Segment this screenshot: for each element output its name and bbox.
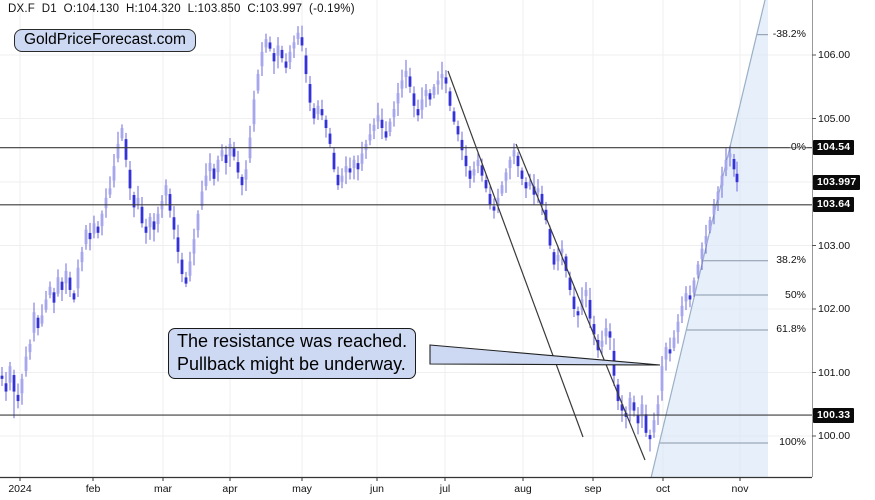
fib-level-label: -38.2% [772, 28, 806, 41]
declining-channel-upper [447, 70, 584, 438]
month-label: may [292, 483, 312, 495]
price-tick-label: 102.00 [818, 303, 851, 315]
month-label: nov [731, 483, 749, 495]
price-tick-label: 103.00 [818, 239, 851, 252]
month-label: aug [514, 483, 532, 495]
fib-retracement [650, 0, 768, 479]
month-label: apr [222, 483, 238, 495]
fib-level-label: 100% [779, 436, 806, 449]
price-badge: 100.33 [813, 407, 855, 423]
price-badge: 103.997 [813, 174, 861, 190]
price-tick-label: 105.00 [818, 112, 851, 125]
price-badge: 104.54 [813, 140, 855, 156]
month-label: 2024 [8, 483, 32, 495]
month-label: sep [584, 483, 602, 495]
price-badge: 103.64 [813, 197, 855, 213]
annotation-line-1: The resistance was reached. [177, 331, 408, 351]
symbol-ohlc-header: DX.F D1 O:104.130 H:104.320 L:103.850 C:… [8, 3, 355, 15]
candles [0, 25, 739, 452]
annotation-callout: The resistance was reached. Pullback mig… [168, 328, 417, 379]
logo-badge: GoldPriceForecast.com [14, 29, 196, 52]
month-label: mar [153, 483, 173, 495]
month-label: jul [439, 483, 451, 495]
trend-channel [447, 70, 646, 461]
fib-level-label: 0% [790, 141, 806, 154]
annotation-line-2: Pullback might be underway. [177, 354, 406, 374]
fib-level-label: 61.8% [776, 323, 806, 336]
declining-channel-lower [515, 143, 646, 461]
fib-level-label: 50% [784, 288, 806, 301]
month-label: oct [655, 483, 670, 495]
price-tick-label: 106.00 [818, 49, 851, 61]
axes-frame [0, 0, 816, 481]
fib-level-label: 38.2% [776, 254, 806, 267]
callout-pointer [429, 344, 661, 366]
month-label: feb [85, 483, 101, 495]
horizontal-level-lines [0, 147, 812, 416]
price-tick-label: 101.00 [818, 366, 851, 379]
month-label: jun [369, 483, 384, 495]
price-tick-label: 100.00 [818, 430, 851, 442]
